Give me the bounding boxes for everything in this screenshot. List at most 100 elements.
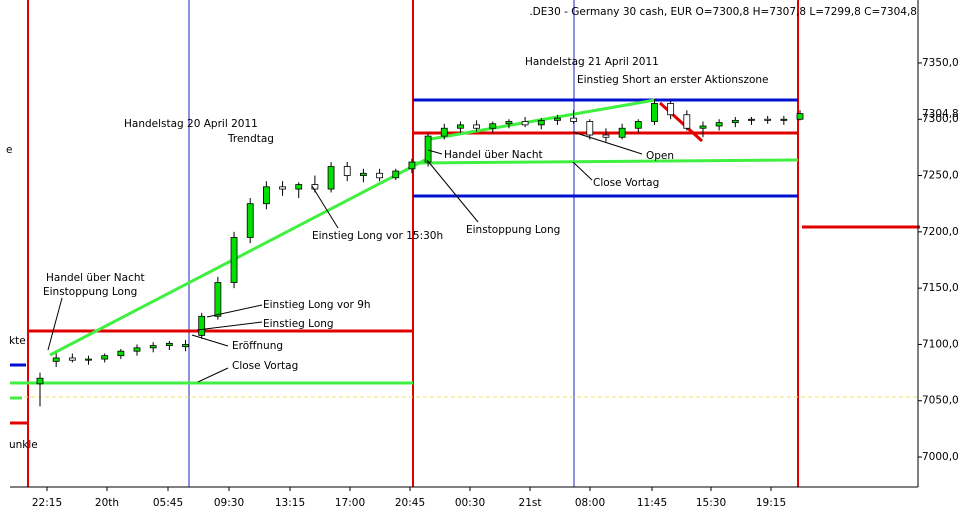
candle-body [457,124,464,129]
x-tick-label: 22:15 [32,497,62,509]
candle-body [36,377,44,385]
candle-body [149,345,157,349]
y-tick-label: 7100,0 [922,338,959,350]
leader [426,159,479,223]
y-tick-label: 7300,0 [922,113,959,125]
candle-body [554,117,561,121]
x-tick-label: 08:00 [575,497,605,509]
last-price-label: 7304,8 [922,108,959,120]
annotation: Einstieg Long vor 15:30h [312,230,443,242]
candle-body [473,124,480,129]
x-tick-label: 13:15 [275,497,305,509]
candle-body [748,118,755,121]
x-tick-label: 11:45 [637,497,667,509]
leader [206,304,263,318]
leader [311,185,339,229]
candle-body [182,344,189,348]
candle-body [392,170,400,179]
candle-body [52,357,60,362]
annotation: e [6,144,12,156]
candle-body [715,122,723,127]
candle-body [667,103,675,116]
candle-body [489,123,497,129]
separators [27,0,799,487]
leader [196,321,263,331]
candle-body [101,355,109,360]
candle-body [408,161,416,170]
candle-body [780,118,788,121]
annotation: Handel über Nacht [46,272,145,284]
x-tick-label: 05:45 [153,497,183,509]
candle-body [683,114,691,129]
candle-body [117,350,125,357]
leader [191,334,229,347]
x-tick-label: 21st [519,497,542,509]
annotation: Einstieg Long [263,318,334,330]
candle-body [505,121,513,125]
candle-body [440,127,448,137]
annotation: Einstoppung Long [466,224,560,236]
candle-body [376,172,383,179]
leaders [47,131,643,383]
annotation: Eröffnung [232,340,283,352]
y-tick-label: 7350,0 [922,57,959,69]
candle-body [198,315,206,336]
annotation: Handel über Nacht [444,149,543,161]
candle-body [424,135,432,163]
annotation: Close Vortag [593,177,659,189]
x-tick-label: 09:30 [214,497,244,509]
candle-body [618,127,626,138]
leader [47,297,63,351]
candle-body [586,121,594,136]
candle-body [651,103,658,122]
candle-body [570,117,578,122]
candle-body [68,357,76,361]
leader [572,161,593,181]
x-tick-label: 17:00 [335,497,365,509]
candle-body [85,358,92,361]
y-tick-label: 7150,0 [922,282,959,294]
candle-body [634,121,642,129]
annotation: Einstieg Short an erster Aktionszone [577,74,769,86]
annotation: Handelstag 21 April 2011 [525,56,659,68]
leader [427,149,443,155]
candle-body [262,186,270,205]
annotation: unkle [9,439,38,451]
candle-body [311,184,319,190]
annotation: Open [646,150,674,162]
annotation: Handelstag 20 April 2011 [124,118,258,130]
annotation: kte [9,335,26,347]
y-tick-label: 7200,0 [922,226,959,238]
leader [572,131,643,155]
candle-body [230,237,238,283]
chart-title: .DE30 - Germany 30 cash, EUR O=7300,8 H=… [529,6,917,18]
candle-body [165,342,173,346]
x-tick-label: 20:45 [395,497,425,509]
candle-body [699,125,707,129]
trend-line [49,158,426,357]
leader [197,367,229,383]
candle-body [764,118,772,121]
x-tick-label: 20th [95,497,119,509]
candle-body [796,113,804,120]
candle-body [133,347,141,352]
candle-body [360,172,367,176]
candle-body [327,166,335,190]
candles [36,98,804,407]
candle-body [279,186,286,190]
trend-line [658,101,704,143]
x-tick-label: 19:15 [756,497,786,509]
annotation: Einstoppung Long [43,286,137,298]
level-line [412,158,799,165]
y-tick-label: 7000,0 [922,451,959,463]
annotation: Close Vortag [232,360,298,372]
y-tick-label: 7250,0 [922,170,959,182]
candle-body [295,184,303,190]
annotation: Einstieg Long vor 9h [263,299,371,311]
candle-body [521,121,529,126]
candle-body [214,282,222,317]
x-tick-label: 15:30 [696,497,726,509]
candle-body [602,134,610,138]
